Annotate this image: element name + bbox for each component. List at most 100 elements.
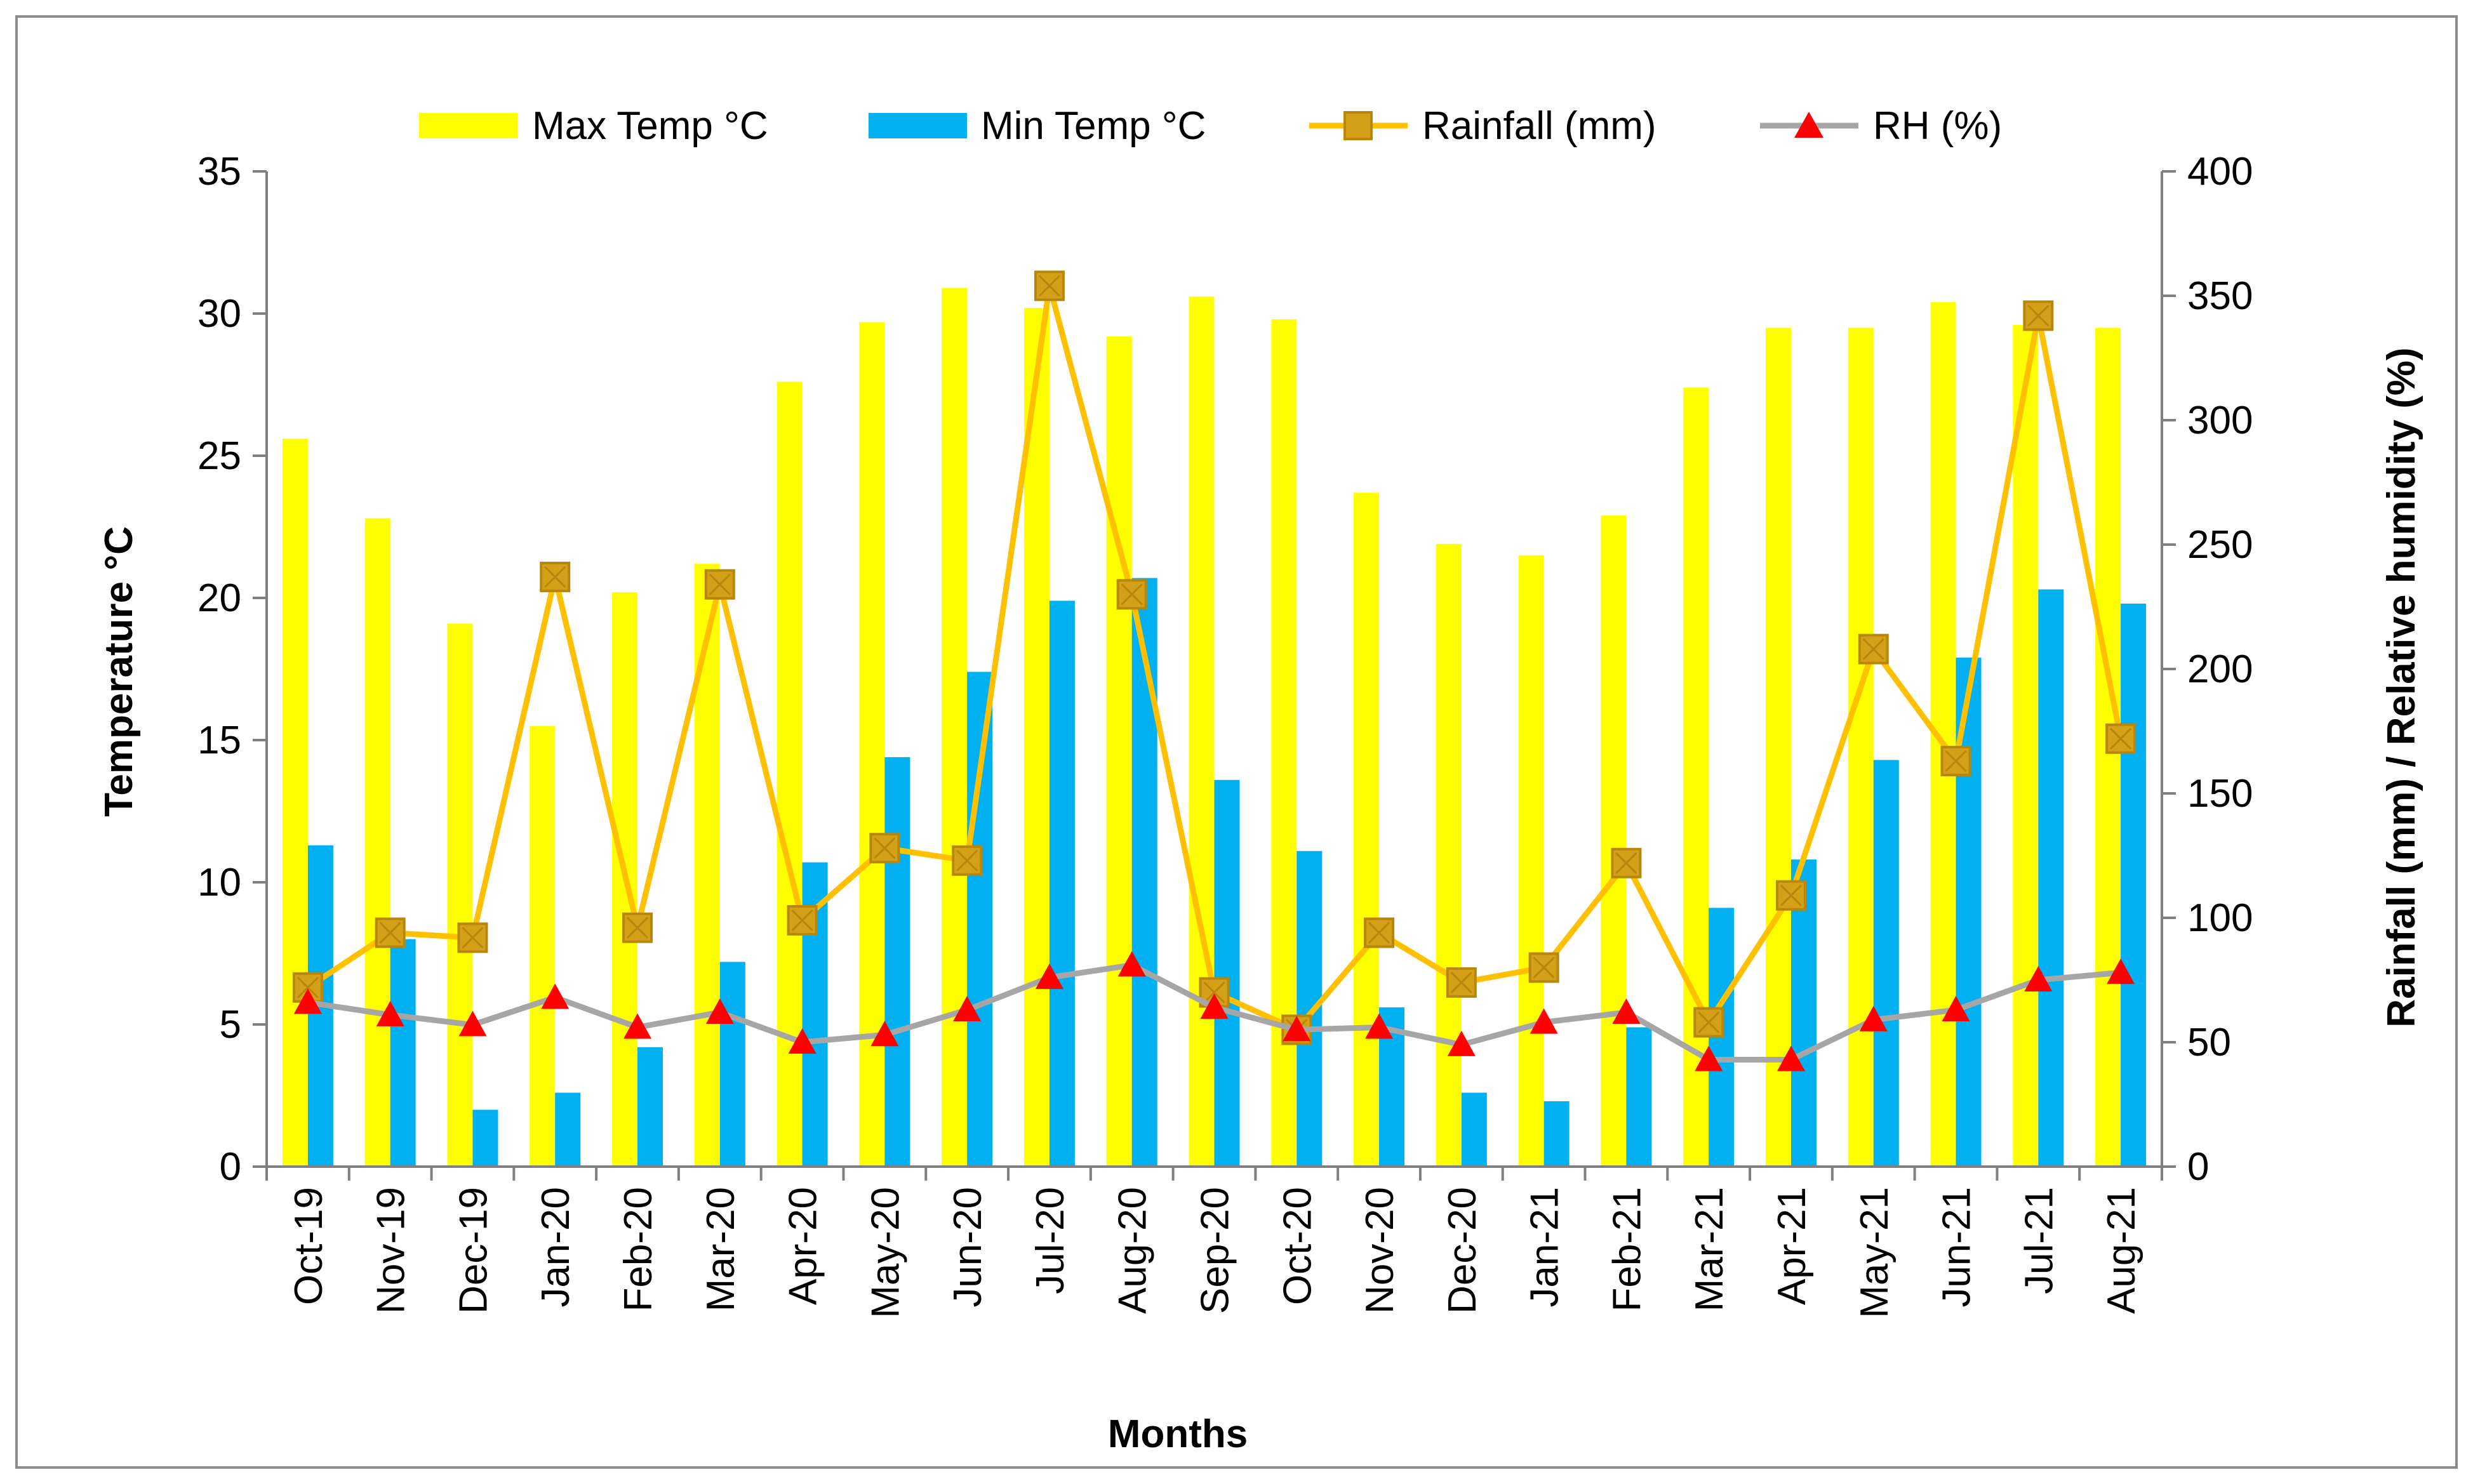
axes-layer: 05101520253035050100150200250300350400Oc… (197, 150, 2253, 1318)
x-tick-label-apr-21: Apr-21 (1770, 1187, 1814, 1305)
bar-min-apr-21 (1790, 859, 1816, 1167)
point-rainfall-apr-20 (787, 904, 818, 936)
bar-min-feb-21 (1626, 1027, 1652, 1167)
x-tick-label-aug-21: Aug-21 (2100, 1187, 2143, 1314)
x-tick-label-sep-20: Sep-20 (1194, 1187, 1237, 1314)
x-axis-title: Months (1108, 1412, 1248, 1456)
bar-max-mar-20 (694, 564, 720, 1167)
x-tick-label-jun-20: Jun-20 (946, 1187, 990, 1308)
y2-tick-label-300: 300 (2187, 399, 2253, 442)
lines-layer (292, 270, 2136, 1071)
point-rainfall-jul-20 (1034, 270, 1065, 301)
bar-min-feb-20 (637, 1047, 663, 1167)
bar-max-dec-19 (447, 623, 473, 1167)
bar-min-dec-20 (1461, 1092, 1487, 1167)
point-rh-may-20 (870, 1021, 899, 1047)
y2-tick-label-350: 350 (2187, 274, 2253, 318)
point-rh-jun-21 (1942, 996, 1970, 1022)
bar-min-jul-20 (1049, 600, 1075, 1167)
y-tick-label-10: 10 (197, 861, 241, 904)
y2-axis-title: Rainfall (mm) / Relative humidity (%) (2380, 347, 2423, 1027)
point-rh-nov-20 (1365, 1013, 1394, 1039)
bar-max-apr-21 (1765, 328, 1791, 1167)
bar-max-jan-21 (1518, 555, 1544, 1167)
y-tick-label-35: 35 (197, 150, 241, 194)
bar-min-sep-20 (1214, 779, 1240, 1167)
x-tick-label-mar-20: Mar-20 (699, 1187, 743, 1311)
legend-marker-rainfall (1343, 111, 1373, 140)
legend: Max Temp °C Min Temp °C Rainfall (mm) RH… (419, 104, 2002, 148)
bar-max-may-20 (859, 322, 885, 1167)
point-rh-apr-20 (788, 1028, 817, 1054)
point-rh-aug-21 (2107, 958, 2135, 984)
legend-label-rainfall: Rainfall (mm) (1422, 104, 1656, 148)
point-rainfall-jun-21 (1940, 746, 1971, 777)
point-rainfall-feb-21 (1611, 847, 1642, 878)
point-rainfall-apr-21 (1775, 880, 1806, 911)
point-rh-jan-20 (541, 983, 570, 1009)
point-rainfall-nov-20 (1364, 917, 1395, 948)
x-tick-label-jul-20: Jul-20 (1029, 1187, 1072, 1294)
point-rh-may-21 (1859, 1005, 1888, 1031)
x-tick-label-nov-20: Nov-20 (1358, 1187, 1402, 1314)
y2-tick-label-100: 100 (2187, 896, 2253, 940)
bar-min-jul-21 (2038, 589, 2064, 1167)
point-rainfall-dec-20 (1446, 967, 1477, 998)
y-tick-label-5: 5 (220, 1003, 241, 1047)
y-tick-label-0: 0 (220, 1145, 241, 1189)
bar-min-oct-20 (1296, 851, 1323, 1167)
y-tick-label-20: 20 (197, 576, 241, 620)
point-rh-nov-19 (376, 1000, 404, 1026)
point-rh-feb-21 (1612, 998, 1641, 1024)
x-tick-label-mar-21: Mar-21 (1688, 1187, 1731, 1311)
point-rh-jul-21 (2024, 966, 2053, 991)
bar-max-nov-19 (364, 518, 390, 1167)
bar-max-nov-20 (1354, 493, 1380, 1167)
point-rainfall-feb-20 (622, 912, 653, 943)
point-rh-jun-20 (953, 996, 982, 1022)
point-rainfall-jan-21 (1528, 952, 1559, 983)
x-tick-label-apr-20: Apr-20 (782, 1187, 825, 1305)
y2-tick-label-50: 50 (2187, 1021, 2231, 1064)
point-rh-jul-20 (1035, 964, 1063, 990)
bar-min-mar-20 (719, 962, 745, 1167)
x-tick-label-may-21: May-21 (1853, 1187, 1896, 1318)
point-rh-dec-19 (458, 1010, 487, 1037)
x-tick-label-jul-21: Jul-21 (2017, 1187, 2061, 1294)
x-tick-label-oct-19: Oct-19 (287, 1187, 331, 1305)
point-rh-mar-20 (705, 998, 734, 1024)
legend-label-rh: RH (%) (1873, 104, 2002, 148)
point-rainfall-dec-19 (457, 922, 488, 953)
point-rainfall-may-21 (1858, 633, 1889, 665)
x-tick-label-feb-20: Feb-20 (617, 1187, 660, 1311)
legend-swatch-min-temp (869, 113, 967, 138)
bar-max-feb-21 (1601, 515, 1627, 1167)
point-rh-jan-21 (1530, 1008, 1558, 1034)
legend-swatch-max-temp (419, 113, 517, 138)
y2-tick-label-250: 250 (2187, 523, 2253, 567)
point-rainfall-mar-20 (704, 569, 735, 600)
point-rainfall-mar-21 (1693, 1007, 1724, 1038)
legend-label-max-temp: Max Temp °C (532, 104, 768, 148)
y2-tick-label-200: 200 (2187, 647, 2253, 691)
point-rainfall-jul-21 (2023, 300, 2054, 331)
bar-min-jan-20 (555, 1092, 581, 1167)
bar-max-aug-20 (1106, 336, 1132, 1167)
x-tick-label-aug-20: Aug-20 (1111, 1187, 1155, 1314)
y2-tick-label-0: 0 (2187, 1145, 2209, 1189)
bar-max-jan-20 (530, 725, 556, 1167)
x-tick-label-nov-19: Nov-19 (370, 1187, 413, 1314)
point-rainfall-may-20 (869, 833, 900, 864)
point-rh-sep-20 (1200, 993, 1229, 1019)
y2-tick-label-400: 400 (2187, 150, 2253, 194)
x-tick-label-dec-20: Dec-20 (1441, 1187, 1484, 1314)
y-tick-label-25: 25 (197, 434, 241, 478)
bar-min-aug-20 (1131, 578, 1157, 1167)
point-rh-aug-20 (1117, 951, 1146, 977)
x-tick-label-jun-21: Jun-21 (1935, 1187, 1979, 1308)
point-rh-dec-20 (1447, 1030, 1476, 1056)
bar-min-jan-21 (1543, 1101, 1570, 1167)
legend-label-min-temp: Min Temp °C (981, 104, 1206, 148)
